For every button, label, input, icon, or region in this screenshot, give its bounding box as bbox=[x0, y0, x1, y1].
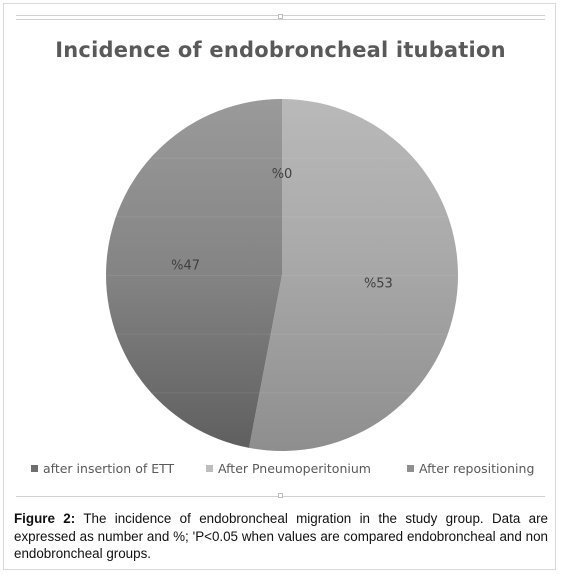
legend: after insertion of ETT After Pneumoperit… bbox=[0, 461, 561, 479]
pie-banding bbox=[106, 157, 458, 394]
pie-slice-1 bbox=[249, 98, 459, 451]
chart-title: Incidence of endobroncheal itubation bbox=[55, 38, 506, 62]
resize-handle bbox=[278, 14, 283, 19]
pie-slice-label-1: %53 bbox=[364, 277, 393, 292]
legend-label: After Pneumoperitonium bbox=[218, 461, 371, 476]
legend-item-after-repositioning: After repositioning bbox=[407, 461, 534, 476]
legend-label: After repositioning bbox=[419, 461, 535, 476]
legend-swatch bbox=[31, 465, 38, 472]
pie-slice-label-2: %47 bbox=[171, 258, 200, 273]
caption-label: Figure 2: bbox=[14, 511, 76, 526]
figure-caption: Figure 2: The incidence of endobroncheal… bbox=[14, 510, 548, 563]
legend-item-after-pneumoperitonium: After Pneumoperitonium bbox=[206, 461, 371, 476]
legend-swatch bbox=[206, 465, 213, 472]
pie-slice-2 bbox=[106, 99, 282, 448]
caption-text: The incidence of endobroncheal migration… bbox=[14, 511, 548, 561]
chart-top-rule-inner bbox=[16, 19, 545, 20]
figure-frame bbox=[3, 3, 556, 570]
legend-label: after insertion of ETT bbox=[43, 461, 175, 476]
legend-swatch bbox=[407, 465, 414, 472]
resize-handle bbox=[278, 493, 283, 498]
pie-slice-label-0: %0 bbox=[272, 167, 293, 182]
legend-item-after-insertion: after insertion of ETT bbox=[31, 461, 174, 476]
